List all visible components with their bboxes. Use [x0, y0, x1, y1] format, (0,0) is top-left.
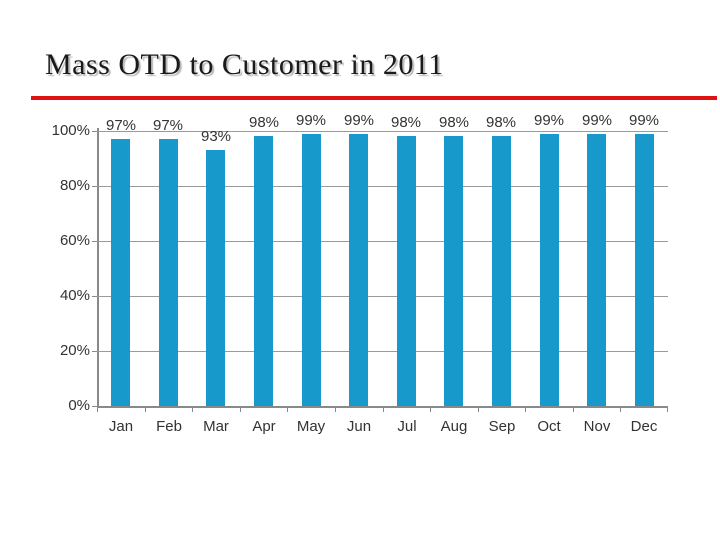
x-tick-mark — [478, 408, 479, 412]
bar-Dec — [635, 134, 654, 406]
x-axis-tick-label: Aug — [440, 418, 468, 435]
y-axis-tick-label: 0% — [68, 397, 90, 414]
bar-value-label: 98% — [390, 114, 422, 131]
bar-value-label: 99% — [295, 112, 327, 129]
bar-value-label: 98% — [485, 114, 517, 131]
y-axis-tick-label: 40% — [59, 287, 90, 304]
x-axis-tick-label: Jun — [346, 418, 372, 435]
bar-value-label: 99% — [581, 112, 613, 129]
x-tick-mark — [335, 408, 336, 412]
x-axis-tick-label: May — [296, 418, 326, 435]
y-tick-mark — [92, 131, 97, 132]
title-rule — [31, 96, 717, 100]
bar-value-label: 93% — [200, 128, 232, 145]
gridline-40% — [97, 296, 668, 297]
bar-value-label: 99% — [628, 112, 660, 129]
bar-value-label: 99% — [343, 112, 375, 129]
gridline-20% — [97, 351, 668, 352]
bar-Jul — [397, 136, 416, 406]
x-tick-mark — [620, 408, 621, 412]
y-tick-mark — [92, 241, 97, 242]
bar-value-label: 99% — [533, 112, 565, 129]
bar-Apr — [254, 136, 273, 406]
bar-Mar — [206, 150, 225, 406]
y-tick-mark — [92, 406, 97, 407]
bar-Feb — [159, 139, 178, 406]
x-axis-tick-label: Feb — [156, 418, 182, 435]
bar-Aug — [444, 136, 463, 406]
gridline-80% — [97, 186, 668, 187]
x-axis-tick-label: Oct — [537, 418, 561, 435]
x-axis-tick-label: Nov — [583, 418, 611, 435]
bar-Jun — [349, 134, 368, 406]
plot-area: 97% Jan 97% Feb 93% Mar 98% Apr 99% May 99% Jun 98% J… — [92, 113, 668, 435]
bar-Sep — [492, 136, 511, 406]
x-axis-tick-label: Jan — [108, 418, 134, 435]
x-axis-line — [97, 406, 668, 408]
bar-Nov — [587, 134, 606, 406]
y-axis-tick-label: 100% — [51, 122, 90, 139]
x-tick-mark — [525, 408, 526, 412]
gridline-100% — [97, 131, 668, 132]
y-axis-tick-label: 80% — [59, 177, 90, 194]
y-tick-mark — [92, 296, 97, 297]
x-tick-mark — [667, 408, 668, 412]
y-axis-tick-label: 60% — [59, 232, 90, 249]
slide-title: Mass OTD to Customer in 2011 — [45, 48, 444, 81]
bar-value-label: 97% — [152, 117, 184, 134]
x-tick-mark — [192, 408, 193, 412]
y-tick-mark — [92, 351, 97, 352]
y-axis-line — [97, 128, 99, 408]
x-tick-mark — [145, 408, 146, 412]
otd-bar-chart: 100% 80% 60% 40% 20% 0% 97% Jan 97% Feb 93% Mar 98%… — [51, 113, 668, 435]
bar-Oct — [540, 134, 559, 406]
x-tick-mark — [430, 408, 431, 412]
x-tick-mark — [240, 408, 241, 412]
bar-May — [302, 134, 321, 406]
y-tick-mark — [92, 186, 97, 187]
x-axis-tick-label: Mar — [203, 418, 229, 435]
bar-Jan — [111, 139, 130, 406]
bar-value-label: 98% — [248, 114, 280, 131]
x-tick-mark — [287, 408, 288, 412]
x-axis-tick-label: Dec — [630, 418, 658, 435]
x-axis-tick-label: Apr — [252, 418, 276, 435]
x-tick-mark — [573, 408, 574, 412]
y-axis-tick-label: 20% — [59, 342, 90, 359]
x-axis-tick-label: Jul — [397, 418, 417, 435]
bar-value-label: 97% — [105, 117, 137, 134]
gridline-60% — [97, 241, 668, 242]
bar-value-label: 98% — [438, 114, 470, 131]
x-tick-mark — [97, 408, 98, 412]
x-tick-mark — [383, 408, 384, 412]
x-axis-tick-label: Sep — [488, 418, 516, 435]
